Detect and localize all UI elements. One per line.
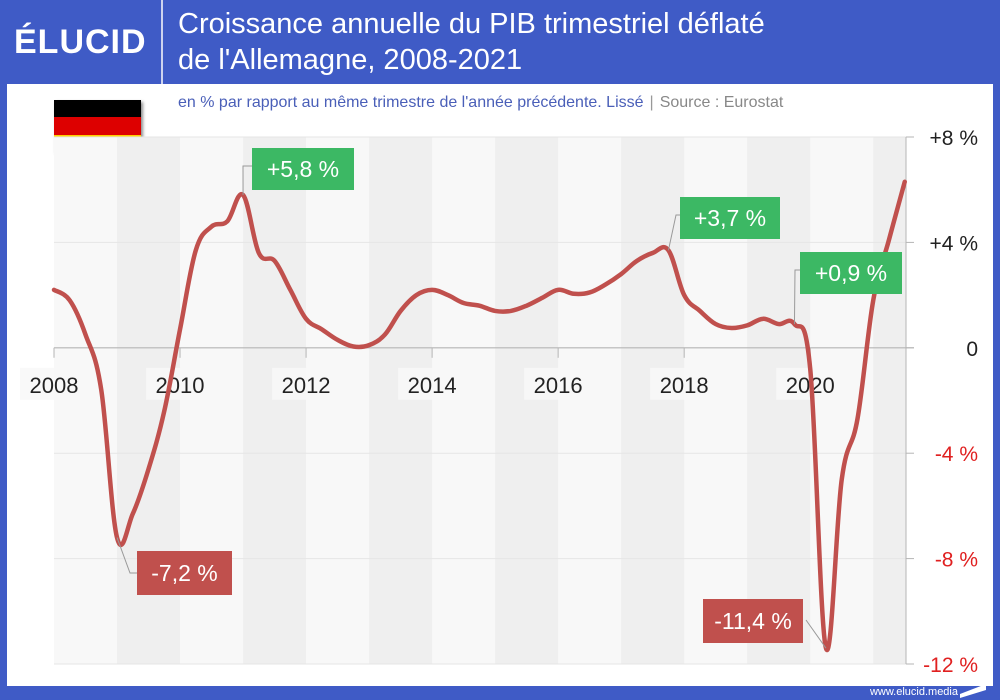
chart-title: Croissance annuelle du PIB trimestriel d… [178,6,988,78]
y-axis-ticks: +8 % +4 % 0 -4 % -8 % -12 % [906,127,978,677]
elucid-mark-icon [960,684,986,698]
x-axis-ticks: 2008 2010 2012 2014 2016 2018 2020 [20,347,845,400]
footer-url[interactable]: www.elucid.media [869,686,958,698]
year-band [495,137,559,664]
callout-label: +3,7 % [694,205,766,231]
callout-trough: -11,4 % [703,599,827,649]
callout-label: -11,4 % [714,608,792,634]
x-tick-label: 2016 [534,373,583,398]
flag-stripe-black [54,100,141,118]
callout-peak: +5,8 % [242,148,354,195]
y-tick-label: +8 % [930,127,978,150]
elucid-logo: ÉLUCID [14,23,147,61]
year-band [243,137,307,664]
subtitle: en % par rapport au même trimestre de l'… [178,92,783,114]
callout-leader-line [242,165,252,195]
callout-peak: +3,7 % [667,197,780,251]
subtitle-description: en % par rapport au même trimestre de l'… [178,94,644,111]
callout-box [252,148,354,190]
series-layer [51,179,907,653]
callout-label: +5,8 % [267,156,339,182]
chart-title-line-1: Croissance annuelle du PIB trimestriel d… [178,8,765,40]
header: ÉLUCID Croissance annuelle du PIB trimes… [0,0,1000,84]
callout-leader-line [667,214,680,251]
callout-leader-line [116,537,137,574]
callout-label: +0,9 % [815,260,887,286]
y-tick-label: -12 % [923,654,978,677]
x-tick-label-bg [398,367,467,400]
source-credit: Source : Eurostat [659,94,784,111]
callout-leader-line [805,619,827,649]
year-band [369,137,433,664]
x-tick-label-bg [524,367,593,400]
callout-box [680,197,780,239]
callout-box [137,551,232,595]
flag-stripe-red [54,117,141,135]
y-tick-label: +4 % [930,232,978,255]
x-tick-label: 2018 [660,373,709,398]
y-tick-label: 0 [966,338,978,361]
y-tick-label: -8 % [935,549,978,572]
x-tick-label: 2008 [30,373,79,398]
chart-title-line-2: de l'Allemagne, 2008-2021 [178,44,523,76]
callout-box [800,252,902,294]
subtitle-separator: | [649,94,654,111]
header-divider [161,0,163,84]
callout-peak: +0,9 % [793,252,902,325]
x-tick-label-bg [20,367,88,400]
axes [54,137,914,664]
year-band [873,137,906,664]
x-tick-label-bg [272,367,341,400]
callout-leader-line [793,269,800,325]
callouts-layer: +5,8 % -7,2 % +3,7 % +0,9 % -11,4 % [116,148,902,649]
callout-box [703,599,803,643]
callout-trough: -7,2 % [116,537,232,595]
x-tick-label-bg [146,367,215,400]
callout-label: -7,2 % [151,560,217,586]
x-tick-label: 2014 [408,373,457,398]
x-tick-label: 2012 [282,373,331,398]
gdp-series-line [51,179,907,653]
x-tick-label: 2010 [156,373,205,398]
x-tick-label-bg [650,367,719,400]
y-tick-label: -4 % [935,443,978,466]
year-band [621,137,685,664]
